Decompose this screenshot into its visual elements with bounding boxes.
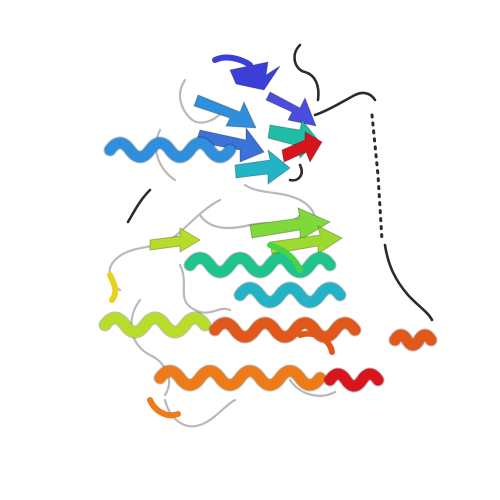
alpha-helices [98,136,438,393]
beta-sheets [149,61,343,255]
dark-loops [126,43,434,322]
coil-top-left [178,78,224,124]
disordered-segment [370,113,384,242]
turn-orange [147,397,181,419]
turns [107,54,335,419]
coil-hook [288,163,303,182]
turn-darkorange [297,330,335,355]
helix-red [324,368,384,392]
coil-lower-left [130,298,171,397]
helix-cyan [234,282,346,308]
coil-lower-right-dark [383,243,434,322]
helix-teal [184,252,336,278]
coil-bottom-right [288,378,337,397]
sheet-cyan [234,148,291,185]
turn-green [267,242,303,273]
sheet-blue-2 [265,91,317,127]
coil-top-dark [293,43,320,102]
coil-right-dark [313,91,377,117]
coil-left-dark [126,188,152,224]
sheet-green-1 [249,207,332,241]
helix-small-right [389,329,437,351]
turn-yellow [107,272,119,303]
helix-yellowgreen [99,312,211,338]
sheet-lightblue-1 [193,94,257,129]
coil-upper-left [154,128,177,182]
helix-blue [104,137,236,163]
sheet-yellowgreen [149,227,201,253]
sheet-blue-1 [229,61,281,91]
turn-blue [212,54,253,68]
helix-lower-orange [154,365,326,391]
coil-mid [178,263,232,314]
helix-orange [209,317,361,343]
sheet-red [281,131,323,164]
